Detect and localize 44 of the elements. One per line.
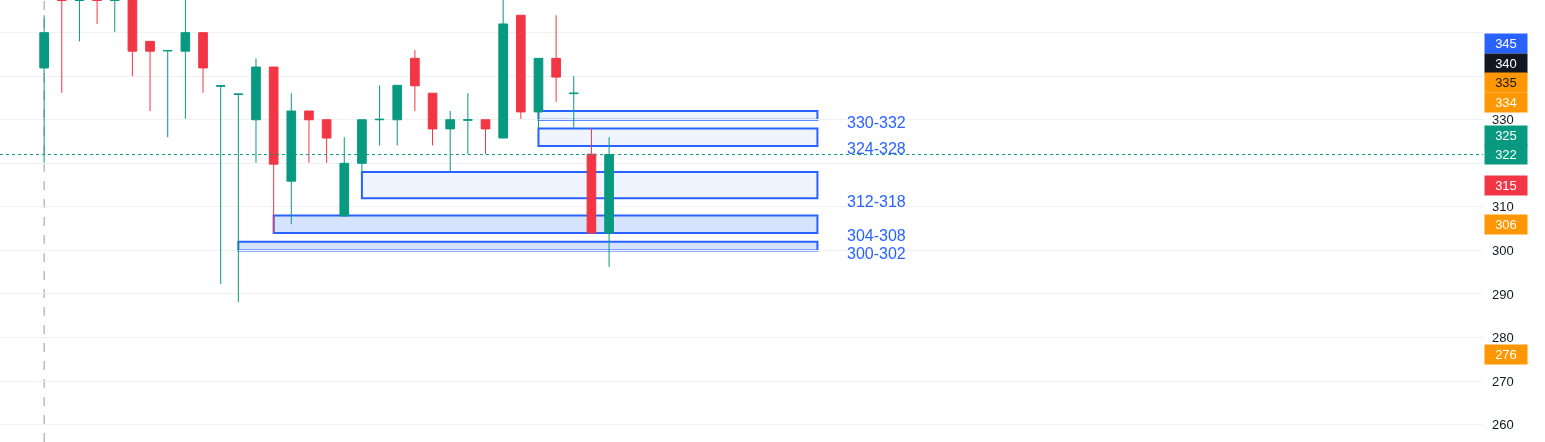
band-label: 330-332 (847, 114, 906, 131)
band-label: 324-328 (847, 140, 906, 157)
candlestick (127, 0, 138, 77)
band-label: 312-318 (847, 193, 906, 210)
candlestick (374, 84, 385, 146)
candlestick (74, 0, 85, 42)
candlestick (551, 14, 561, 103)
candlestick (56, 0, 67, 94)
annotation: 276 (1495, 347, 1517, 362)
candlestick (109, 0, 120, 33)
candlestick (268, 66, 279, 234)
annotation: 315 (1495, 178, 1517, 193)
band-label: 304-308 (847, 227, 906, 244)
candlestick (321, 119, 332, 164)
candlestick (498, 0, 508, 139)
text: 340 (1495, 56, 1517, 71)
y-tick-label: 270 (1492, 373, 1514, 389)
candlestick (568, 75, 579, 129)
candlestick (198, 32, 208, 94)
annotation: 306 (1495, 217, 1517, 232)
candlestick (586, 127, 597, 234)
candlestick (392, 84, 403, 146)
candlestick (427, 92, 438, 146)
candlestick (304, 110, 314, 164)
y-tick-label: 330 (1492, 112, 1514, 128)
annotation: 322 (1495, 147, 1517, 162)
candlestick (410, 49, 420, 112)
y-tick-label: 310 (1492, 199, 1514, 215)
y-tick-label: 260 (1492, 417, 1514, 433)
y-tick-label: 280 (1492, 330, 1514, 346)
annotation: 334 (1495, 95, 1517, 110)
candlestick (480, 119, 491, 155)
candlestick (162, 50, 173, 138)
candlestick (533, 57, 544, 129)
candlestick (180, 0, 191, 120)
band-label: 300-302 (847, 245, 906, 262)
text: 325 (1495, 128, 1517, 143)
candlestick (515, 14, 526, 120)
y-tick-label: 290 (1492, 286, 1514, 302)
candlestick (92, 0, 102, 25)
y-tick-label: 300 (1492, 242, 1514, 258)
text: 335 (1495, 75, 1517, 90)
text: 345 (1495, 36, 1517, 51)
candlestick (145, 40, 155, 112)
